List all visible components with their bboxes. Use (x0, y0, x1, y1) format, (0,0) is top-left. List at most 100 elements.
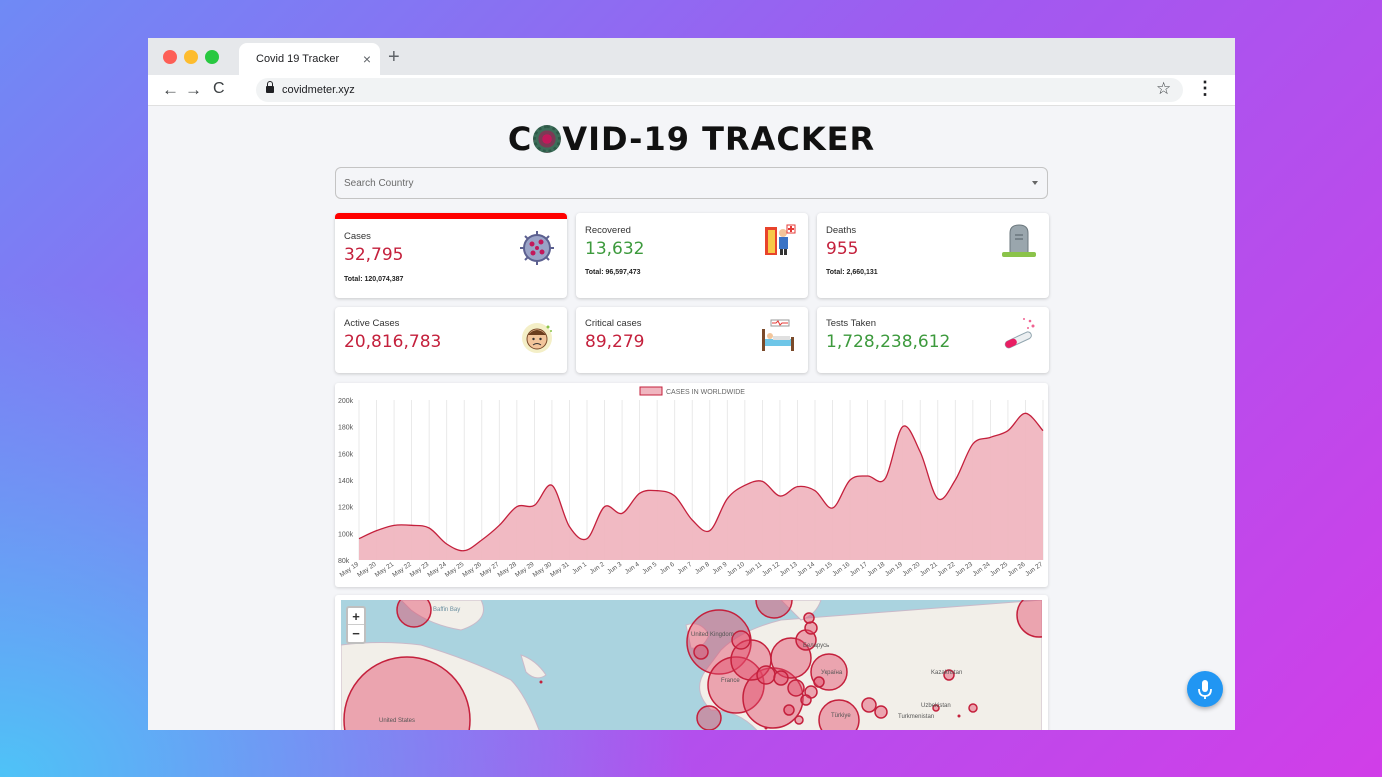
recovered-person-icon (765, 224, 796, 255)
map-label: Беларусь (803, 643, 830, 649)
country-search-select[interactable]: Search Country (335, 167, 1048, 199)
x-tick-label: Jun 25 (989, 561, 1009, 578)
legend-swatch (639, 386, 663, 396)
map-land (341, 600, 1042, 730)
address-bar: ← → C covidmeter.xyz ☆ ⋮ (148, 75, 1235, 106)
map-label: Turkmenistan (898, 714, 935, 720)
x-tick-label: Jun 23 (954, 561, 974, 578)
x-tick-label: Jun 13 (779, 561, 799, 578)
x-tick-label: Jun 11 (744, 561, 764, 578)
map-label: Uzbekistan (921, 703, 951, 709)
card-total: Total: 96,597,473 (585, 269, 641, 276)
lock-icon (266, 81, 274, 93)
browser-tab[interactable]: Covid 19 Tracker × (239, 43, 380, 75)
map-label: United Kingdom (691, 632, 734, 638)
title-prefix: C (507, 120, 533, 158)
card-total: Total: 2,660,131 (826, 269, 878, 276)
map-label: Türkiye (831, 713, 851, 719)
x-tick-label: Jun 16 (831, 561, 851, 578)
x-tick-label: Jun 6 (659, 561, 676, 576)
tab-title: Covid 19 Tracker (256, 53, 340, 65)
x-tick-label: Jun 8 (694, 561, 711, 576)
card-value: 89,279 (585, 332, 645, 352)
y-tick-label: 100k (338, 531, 354, 538)
x-tick-label: Jun 2 (589, 561, 606, 576)
search-placeholder: Search Country (344, 178, 414, 189)
x-tick-label: Jun 17 (849, 561, 869, 578)
x-tick-label: Jun 18 (866, 561, 886, 578)
y-tick-label: 180k (338, 425, 354, 432)
card-value: 1,728,238,612 (826, 332, 951, 352)
zoom-in-button[interactable]: + (348, 608, 364, 625)
active-cases-card[interactable]: Active Cases 20,816,783 (335, 307, 567, 373)
card-label: Recovered (585, 225, 631, 236)
page-title: C VID-19 TRACKER (148, 120, 1235, 158)
browser-menu-icon[interactable]: ⋮ (1196, 78, 1214, 98)
area-fill (359, 413, 1043, 560)
x-tick-label: Jun 10 (726, 561, 746, 578)
y-tick-label: 80k (338, 558, 350, 565)
chevron-down-icon (1032, 181, 1038, 185)
card-label: Tests Taken (826, 318, 876, 329)
critical-cases-card[interactable]: Critical cases 89,279 (576, 307, 808, 373)
virus-logo-icon (533, 125, 562, 153)
title-suffix: VID-19 TRACKER (562, 120, 876, 158)
sick-face-icon (522, 323, 552, 353)
virus-icon (520, 231, 554, 265)
card-label: Critical cases (585, 318, 642, 329)
close-icon[interactable]: × (362, 51, 371, 67)
map-viewport[interactable]: United States United Kingdom France Türk… (341, 600, 1042, 730)
card-value: 32,795 (344, 245, 404, 265)
voice-search-button[interactable] (1187, 671, 1223, 707)
x-tick-label: Jun 21 (919, 561, 939, 578)
browser-window: Covid 19 Tracker × + ← → C covidmeter.xy… (148, 38, 1235, 730)
x-tick-label: Jun 15 (814, 561, 834, 578)
x-tick-label: Jun 5 (641, 561, 658, 576)
series-line (358, 412, 1044, 552)
x-tick-label: Jun 7 (676, 561, 693, 576)
x-tick-label: Jun 1 (571, 561, 588, 576)
x-tick-label: Jun 19 (884, 561, 904, 578)
recovered-card[interactable]: Recovered 13,632 Total: 96,597,473 (576, 213, 808, 298)
map-label: United States (379, 718, 416, 724)
tab-bar: Covid 19 Tracker × + (148, 38, 1235, 75)
close-window-button[interactable] (163, 50, 177, 64)
new-tab-button[interactable]: + (388, 46, 400, 68)
cases-card[interactable]: Cases 32,795 Total: 120,074,387 (335, 213, 567, 298)
y-tick-label: 140k (338, 478, 354, 485)
card-label: Active Cases (344, 318, 400, 329)
url-field[interactable]: covidmeter.xyz (256, 78, 1183, 102)
x-tick-label: Jun 3 (606, 561, 623, 576)
minimize-window-button[interactable] (184, 50, 198, 64)
x-tick-label: Jun 24 (972, 561, 992, 578)
test-tube-icon (1004, 318, 1035, 349)
forward-icon[interactable]: → (185, 80, 202, 99)
deaths-card[interactable]: Deaths 955 Total: 2,660,131 (817, 213, 1049, 298)
card-value: 13,632 (585, 239, 645, 259)
zoom-out-button[interactable]: − (352, 626, 360, 641)
card-value: 20,816,783 (344, 332, 442, 352)
x-tick-label: Jun 12 (761, 561, 781, 578)
url-text: covidmeter.xyz (282, 84, 355, 96)
microphone-icon (1198, 680, 1212, 699)
reload-icon[interactable]: C (213, 80, 225, 97)
map-label: Baffin Bay (433, 607, 461, 613)
card-total: Total: 120,074,387 (344, 276, 404, 283)
card-label: Deaths (826, 225, 857, 236)
map-zoom-control: + − (346, 606, 366, 644)
legend-label: CASES IN WORLDWIDE (666, 389, 745, 396)
x-tick-label: Jun 26 (1007, 561, 1027, 578)
x-tick-label: Jun 14 (796, 561, 816, 578)
chart-canvas: CASES IN WORLDWIDE 200k 180k 160k 140k 120k 10… (338, 386, 1044, 579)
map-label: Україна (821, 670, 843, 676)
x-tick-label: Jun 4 (624, 561, 641, 576)
maximize-window-button[interactable] (205, 50, 219, 64)
world-map[interactable]: United States United Kingdom France Türk… (335, 595, 1048, 730)
card-value: 955 (826, 239, 859, 259)
back-icon[interactable]: ← (162, 80, 179, 99)
bookmark-star-icon[interactable]: ☆ (1156, 79, 1172, 98)
tests-taken-card[interactable]: Tests Taken 1,728,238,612 (817, 307, 1049, 373)
card-label: Cases (344, 231, 371, 242)
map-label: Kazakhstan (931, 670, 963, 676)
gravestone-icon (1002, 224, 1036, 257)
